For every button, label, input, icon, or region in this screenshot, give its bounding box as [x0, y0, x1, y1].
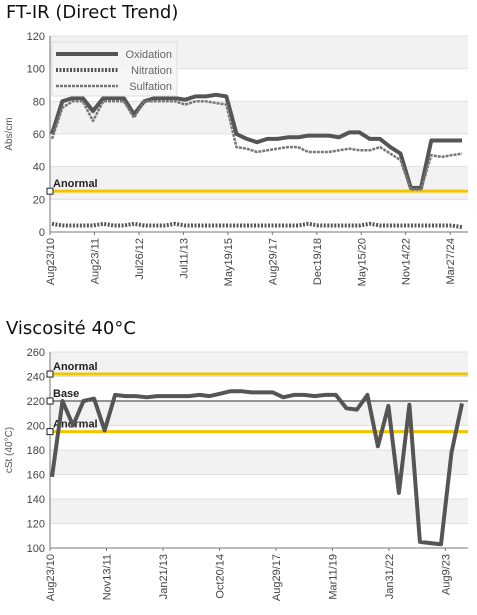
threshold-label: Base: [53, 388, 79, 400]
x-tick-label: Aug29/17: [267, 238, 279, 285]
x-tick-label: Dec19/18: [312, 238, 324, 285]
x-tick-label: Jul11/13: [178, 238, 190, 279]
legend-label-sulfation: Sulfation: [129, 81, 172, 93]
grid-band: [50, 401, 468, 426]
series-line-nitration: [51, 221, 463, 230]
legend-label-nitration: Nitration: [131, 65, 172, 77]
y-tick-label: 20: [33, 194, 45, 206]
y-axis-label: Abs/cm: [4, 117, 15, 150]
x-tick-label: Nov14/22: [401, 238, 413, 285]
y-tick-label: 160: [27, 470, 45, 482]
x-tick-label: Aug23/10: [45, 238, 57, 285]
viscosity-chart: 100 120 140 160 180 200 220 240 260 cSt (40°C) Aug…: [4, 347, 468, 601]
legend-label-oxidation: Oxidation: [126, 49, 172, 61]
chart-title-viscosity: Viscosité 40°C: [6, 318, 136, 339]
threshold-marker: [46, 370, 54, 378]
x-tick-label: Nov13/11: [101, 554, 113, 600]
grid-band: [50, 101, 468, 134]
threshold-label: Anormal: [53, 361, 98, 373]
y-tick-label: 240: [27, 372, 45, 384]
x-tick-label: Oct20/14: [214, 554, 226, 599]
series-line-sulfation: [50, 100, 463, 191]
y-tick-label: 40: [33, 162, 45, 174]
y-tick-label: 120: [27, 519, 45, 531]
y-tick-label: 0: [39, 227, 45, 239]
grid-band: [50, 134, 468, 167]
y-tick-label: 200: [27, 421, 45, 433]
x-tick-label: Jul26/12: [134, 238, 146, 280]
x-tick-label: Aug23/10: [45, 554, 57, 601]
y-tick-label: 220: [27, 396, 45, 408]
y-tick-label: 260: [27, 347, 45, 359]
y-tick-label: 100: [27, 543, 45, 555]
threshold-marker: [46, 428, 54, 436]
x-tick-label: Aug23/11: [89, 238, 101, 284]
x-tick-label: Mar11/19: [327, 554, 339, 600]
y-tick-label: 180: [27, 445, 45, 457]
grid-band: [50, 523, 468, 548]
grid-band: [50, 474, 468, 499]
grid-band: [50, 166, 468, 200]
y-tick-label: 120: [27, 31, 45, 43]
y-tick-label: 100: [27, 64, 45, 76]
grid-band: [50, 450, 468, 475]
y-tick-label: 80: [33, 96, 45, 108]
y-tick-label: 140: [27, 494, 45, 506]
x-tick-label: May19/15: [223, 238, 235, 286]
threshold-marker: [46, 397, 54, 405]
series-line-oxidation: [50, 92, 462, 190]
threshold-label: Anormal: [53, 178, 98, 190]
x-tick-label: Jan31/22: [384, 554, 396, 599]
series-line-viscosity: [50, 389, 464, 547]
chart-title-ftir: FT-IR (Direct Trend): [6, 2, 179, 23]
x-tick-label: Jan21/13: [158, 554, 170, 599]
grid-band: [50, 352, 468, 377]
ftir-chart: 0 20 40 60 80 100 120 Abs/cm Aug23/10 Aug23/11 Jul…: [4, 31, 468, 286]
y-tick-label: 60: [33, 129, 45, 141]
x-tick-label: Mar27/24: [445, 238, 457, 284]
x-tick-label: Aug9/23: [440, 554, 452, 595]
grid-band: [50, 499, 468, 524]
y-axis-label: cSt (40°C): [4, 427, 15, 473]
grid-band: [50, 425, 468, 450]
threshold-marker: [46, 187, 54, 195]
x-tick-label: May15/20: [356, 238, 368, 286]
x-tick-label: Aug29/17: [271, 554, 283, 601]
